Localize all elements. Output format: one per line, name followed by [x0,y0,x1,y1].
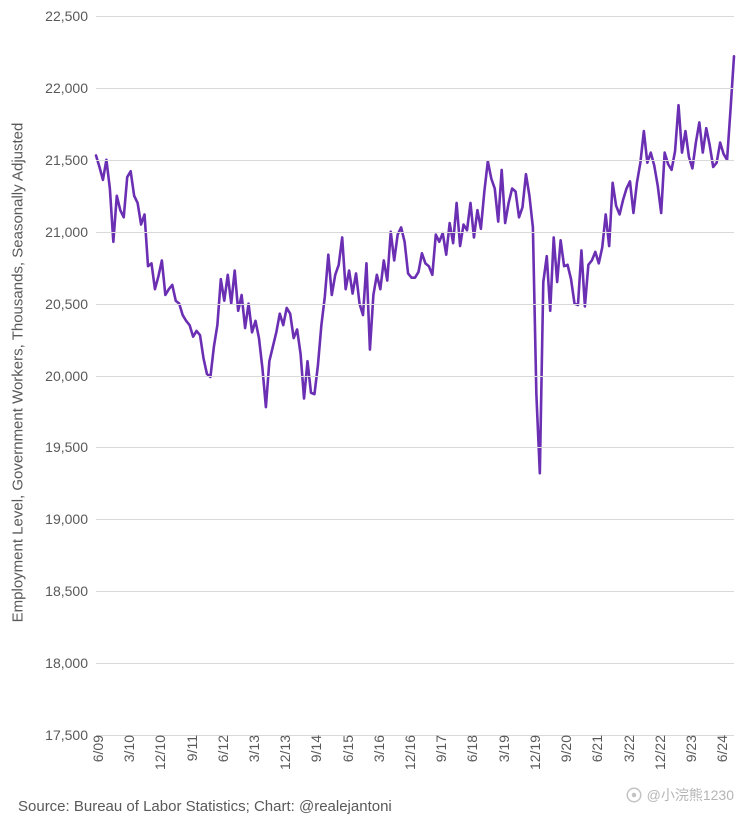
gridline [96,88,734,89]
gridline [96,16,734,17]
chart-container: Employment Level, Government Workers, Th… [0,0,750,825]
y-tick-label: 22,500 [45,8,96,24]
y-tick-label: 21,500 [45,152,96,168]
x-tick-label: 3/22 [617,735,637,762]
y-tick-label: 18,000 [45,655,96,671]
gridline [96,663,734,664]
x-tick-label: 3/13 [242,735,262,762]
y-tick-label: 21,000 [45,224,96,240]
gridline [96,447,734,448]
x-tick-label: 6/12 [211,735,231,762]
x-tick-label: 9/14 [304,735,324,762]
x-tick-label: 12/19 [523,735,543,770]
x-tick-label: 12/22 [648,735,668,770]
x-tick-label: 6/24 [710,735,730,762]
y-tick-label: 20,500 [45,296,96,312]
x-tick-label: 6/15 [336,735,356,762]
y-axis-title-wrap: Employment Level, Government Workers, Th… [8,0,28,745]
plot-area: 17,50018,00018,50019,00019,50020,00020,5… [96,16,734,735]
y-tick-label: 18,500 [45,583,96,599]
y-tick-label: 19,000 [45,511,96,527]
x-tick-label: 9/23 [679,735,699,762]
x-tick-label: 6/18 [460,735,480,762]
x-tick-label: 12/16 [398,735,418,770]
gridline [96,519,734,520]
gridline [96,232,734,233]
y-tick-label: 19,500 [45,439,96,455]
x-tick-label: 9/20 [554,735,574,762]
y-tick-label: 22,000 [45,80,96,96]
y-tick-label: 20,000 [45,368,96,384]
y-axis-title: Employment Level, Government Workers, Th… [10,123,27,623]
gridline [96,304,734,305]
watermark-text: @小浣熊1230 [647,785,734,805]
x-tick-label: 12/10 [148,735,168,770]
watermark: @小浣熊1230 [625,785,734,805]
gridline [96,160,734,161]
eye-icon [625,786,643,804]
x-tick-label: 12/13 [273,735,293,770]
source-caption: Source: Bureau of Labor Statistics; Char… [18,798,392,815]
data-line [96,56,734,473]
gridline [96,591,734,592]
gridline [96,376,734,377]
x-tick-label: 9/17 [429,735,449,762]
x-tick-label: 3/19 [492,735,512,762]
x-tick-label: 6/21 [585,735,605,762]
x-tick-label: 9/11 [180,735,200,761]
x-tick-label: 6/09 [86,735,106,762]
x-tick-label: 3/10 [117,735,137,762]
x-tick-label: 3/16 [367,735,387,762]
